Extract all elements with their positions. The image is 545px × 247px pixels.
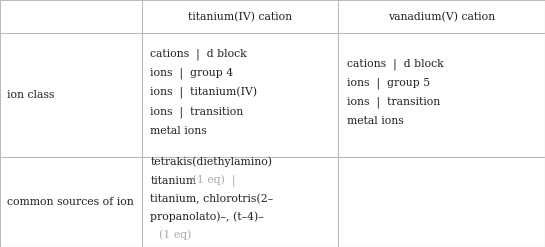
- Text: common sources of ion: common sources of ion: [7, 197, 134, 207]
- Text: ions  |  transition: ions | transition: [347, 97, 440, 108]
- Text: titanium, chlorotris(2–: titanium, chlorotris(2–: [150, 194, 274, 204]
- Text: cations  |  d block: cations | d block: [150, 49, 247, 60]
- Text: metal ions: metal ions: [347, 116, 403, 126]
- Text: metal ions: metal ions: [150, 126, 207, 136]
- Text: ions  |  group 4: ions | group 4: [150, 68, 234, 79]
- Text: (1 eq)  |: (1 eq) |: [189, 175, 235, 187]
- Text: cations  |  d block: cations | d block: [347, 58, 444, 70]
- Text: ions  |  titanium(IV): ions | titanium(IV): [150, 86, 258, 99]
- Text: tetrakis(diethylamino): tetrakis(diethylamino): [150, 157, 272, 167]
- Text: ion class: ion class: [7, 90, 55, 100]
- Text: vanadium(V) cation: vanadium(V) cation: [388, 12, 495, 22]
- Text: ions  |  group 5: ions | group 5: [347, 78, 430, 89]
- Text: (1 eq): (1 eq): [159, 230, 191, 241]
- Text: titanium: titanium: [150, 176, 197, 186]
- Text: ions  |  transition: ions | transition: [150, 106, 244, 118]
- Text: propanolato)–, (t–4)–: propanolato)–, (t–4)–: [150, 212, 264, 222]
- Text: titanium(IV) cation: titanium(IV) cation: [187, 12, 292, 22]
